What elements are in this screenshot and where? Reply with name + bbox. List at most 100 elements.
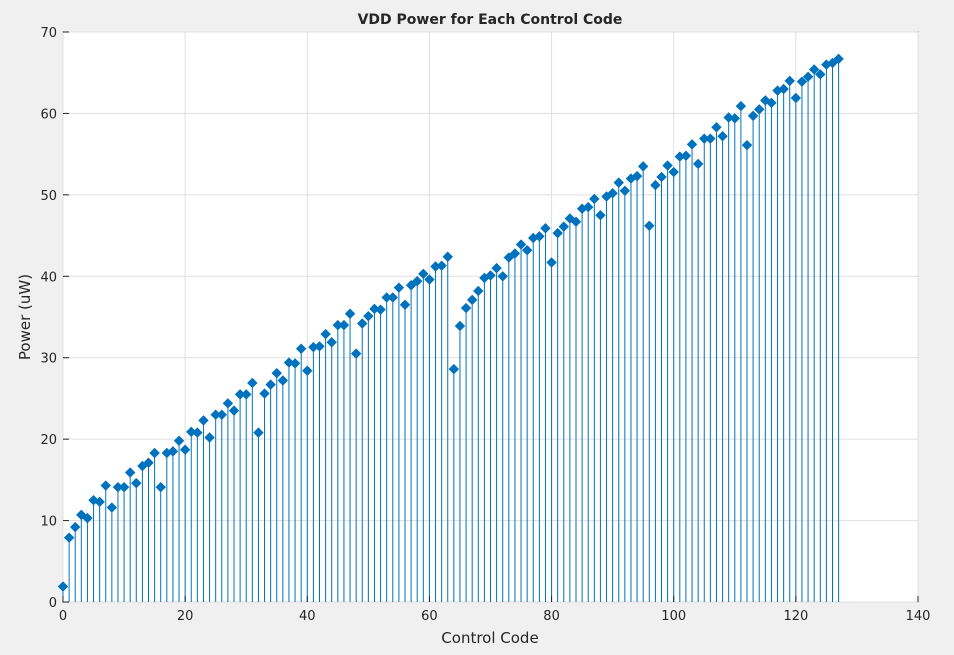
stem-marker (295, 343, 307, 354)
stem-marker (216, 409, 227, 420)
stem-marker (70, 521, 81, 533)
stem-marker (63, 532, 75, 543)
x-tick-label: 120 (783, 609, 808, 624)
stem-marker (485, 270, 496, 281)
stem-marker (118, 481, 130, 493)
stem-marker (778, 83, 789, 95)
stem-marker (503, 252, 515, 263)
stem-marker (106, 502, 118, 513)
y-tick-label: 40 (40, 270, 57, 285)
y-tick-label: 10 (40, 515, 57, 530)
stem-marker (497, 271, 508, 282)
stem-marker (607, 188, 618, 199)
stem-marker (827, 57, 838, 69)
stem-marker (363, 310, 374, 322)
stem-marker (754, 104, 765, 115)
stem-marker (668, 166, 679, 178)
stem-marker (192, 427, 203, 438)
stem-marker (454, 320, 466, 332)
x-tick-label: 60 (421, 609, 438, 624)
stem-marker (228, 405, 240, 416)
stem-marker (326, 337, 337, 348)
stem-marker (546, 257, 557, 268)
stem-marker (692, 158, 704, 170)
stem-marker (711, 122, 722, 133)
stem-marker (393, 282, 405, 293)
stem-marker (515, 239, 527, 250)
stem-marker (680, 150, 692, 161)
stem-marker (619, 185, 631, 196)
stem-marker (277, 375, 289, 386)
stem-marker (766, 97, 777, 109)
y-tick-label: 70 (40, 26, 57, 41)
stem-marker (558, 221, 569, 232)
y-tick-label: 20 (40, 433, 57, 448)
stem-marker (302, 365, 313, 376)
stem-marker (418, 268, 429, 280)
stem-marker (631, 170, 643, 182)
stem-marker (186, 426, 197, 438)
stem-marker (552, 227, 563, 239)
stem-marker (613, 177, 624, 188)
y-tick-label: 50 (40, 189, 57, 204)
stem-marker (204, 432, 215, 443)
stem-marker (375, 304, 386, 315)
stem-marker (424, 274, 435, 285)
stem-marker (448, 363, 460, 375)
stem-marker (405, 280, 417, 291)
stem-marker (466, 294, 478, 306)
stem-marker (460, 302, 472, 314)
stem-marker (338, 319, 350, 331)
stem-marker (442, 251, 453, 262)
stem-marker (314, 341, 325, 352)
stem-marker (723, 112, 734, 123)
stem-marker (790, 92, 802, 104)
stem-marker (686, 139, 698, 150)
stem-marker (149, 447, 160, 459)
stem-marker (198, 415, 209, 426)
stem-marker (473, 285, 484, 297)
stem-marker (833, 53, 844, 65)
stem-marker (283, 357, 295, 368)
stem-marker (595, 210, 606, 221)
y-tick-label: 0 (49, 596, 57, 611)
stem-marker (583, 201, 594, 213)
stem-marker (399, 299, 411, 310)
stem-marker (320, 328, 331, 340)
stem-marker (94, 496, 105, 508)
stem-marker (534, 231, 545, 242)
stem-marker (289, 358, 301, 369)
stem-marker (387, 292, 398, 303)
stem-marker (369, 303, 380, 315)
stem-marker (589, 193, 600, 205)
axis-ticks: 0 20 40 60 80 100 120 140 0 10 20 30 40 50 60 70 (40, 26, 930, 624)
x-tick-label: 20 (177, 609, 194, 624)
stem-marker (167, 446, 179, 457)
stem-marker (729, 113, 740, 124)
data-stems (62, 58, 840, 602)
y-tick-label: 30 (40, 352, 57, 367)
x-tick-label: 80 (543, 609, 560, 624)
stem-marker (179, 444, 191, 455)
stem-marker (265, 379, 276, 390)
stem-marker (436, 260, 447, 271)
stem-marker (521, 245, 533, 256)
stem-marker (735, 100, 747, 112)
x-tick-label: 140 (906, 609, 931, 624)
stem-marker (741, 139, 753, 151)
chart-title: VDD Power for Each Control Code (358, 12, 623, 28)
stem-marker (173, 435, 185, 446)
stem-marker (815, 69, 826, 80)
stem-marker (131, 477, 142, 489)
stem-marker (155, 481, 166, 493)
stem-marker (350, 348, 362, 359)
stem-marker (540, 223, 551, 234)
stem-marker (82, 512, 93, 524)
y-tick-label: 60 (40, 107, 57, 122)
x-tick-label: 0 (59, 609, 67, 624)
stem-marker (650, 179, 661, 191)
data-markers (57, 53, 844, 592)
stem-marker (644, 220, 655, 232)
stem-marker (259, 388, 270, 399)
